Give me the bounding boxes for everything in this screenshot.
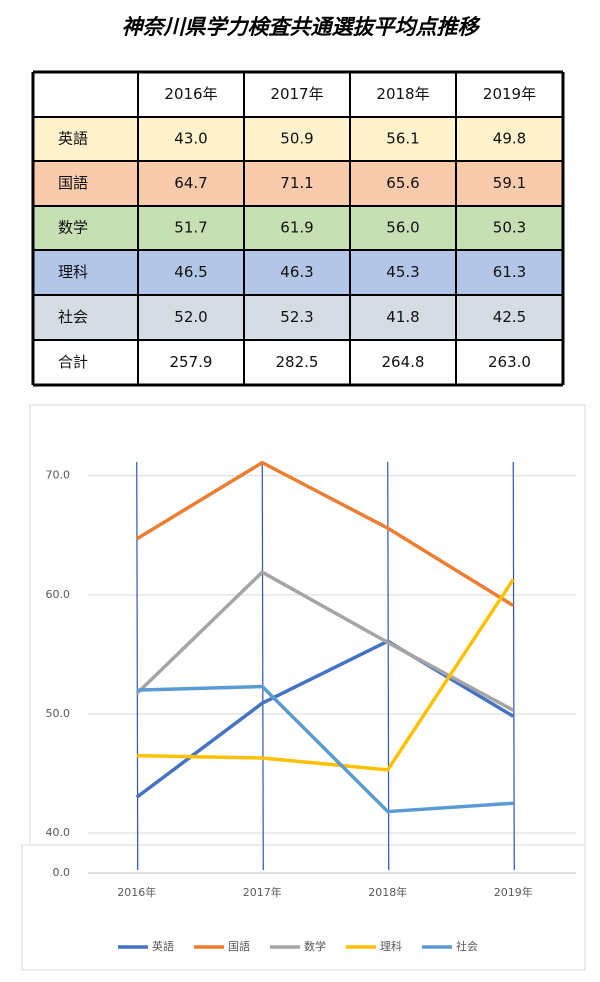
cell: 46.5 [174,263,207,281]
cell: 263.0 [488,353,531,371]
y-tick-label: 50.0 [46,707,71,720]
row-label: 数学 [58,219,88,237]
title: 神奈川県学力検査共通選抜平均点推移 [122,15,482,39]
row-bg [33,117,563,161]
cell: 46.3 [280,263,313,281]
row-bg [33,206,563,250]
row-bg [33,250,563,295]
cell: 257.9 [170,353,213,371]
cell: 71.1 [280,174,313,192]
legend-label: 理科 [380,939,402,953]
cell: 52.0 [174,308,207,326]
cell: 56.0 [386,219,419,237]
row-bg [33,161,563,206]
row-bg [33,340,563,385]
column-header: 2017年 [270,85,323,103]
cell: 49.8 [493,130,526,148]
y-tick-label: 60.0 [46,588,71,601]
legend-label: 国語 [228,939,250,953]
cell: 43.0 [174,130,207,148]
row-label: 英語 [58,130,88,148]
cell: 52.3 [280,308,313,326]
series-line [135,639,515,799]
cell: 264.8 [382,353,425,371]
cell: 50.9 [280,130,313,148]
y-tick-label: 40.0 [46,826,71,839]
chart-break-frame [21,844,586,971]
y-tick-label: 0.0 [53,866,71,879]
legend-label: 英語 [152,939,174,953]
legend-label: 社会 [456,939,478,953]
series-line [136,578,515,772]
column-header: 2019年 [483,85,536,103]
cell: 282.5 [276,353,319,371]
cell: 59.1 [493,174,526,192]
row-label: 国語 [58,174,88,192]
column-header: 2016年 [164,85,217,103]
x-tick-label: 2016年 [117,885,156,899]
row-label: 社会 [58,308,88,326]
cell: 45.3 [386,263,419,281]
category-marker [261,461,264,871]
category-marker [136,461,139,871]
cell: 61.9 [280,219,313,237]
legend-label: 数学 [304,939,326,953]
cell: 42.5 [493,308,526,326]
cell: 65.6 [386,174,419,192]
column-header: 2018年 [376,85,429,103]
y-tick-label: 70.0 [46,469,71,482]
row-bg [33,295,563,340]
chart-frame [29,404,586,846]
category-marker [512,461,515,871]
cell: 41.8 [386,308,419,326]
cell: 56.1 [386,130,419,148]
series-line [135,460,515,608]
category-marker [387,461,390,871]
cell: 61.3 [493,263,526,281]
row-label: 理科 [58,263,88,281]
cell: 51.7 [174,219,207,237]
x-tick-label: 2018年 [368,885,407,899]
x-tick-label: 2017年 [243,885,282,899]
x-tick-label: 2019年 [494,885,533,899]
row-label: 合計 [58,353,88,371]
cell: 50.3 [493,219,526,237]
cell: 64.7 [174,174,207,192]
series-line [136,684,514,814]
